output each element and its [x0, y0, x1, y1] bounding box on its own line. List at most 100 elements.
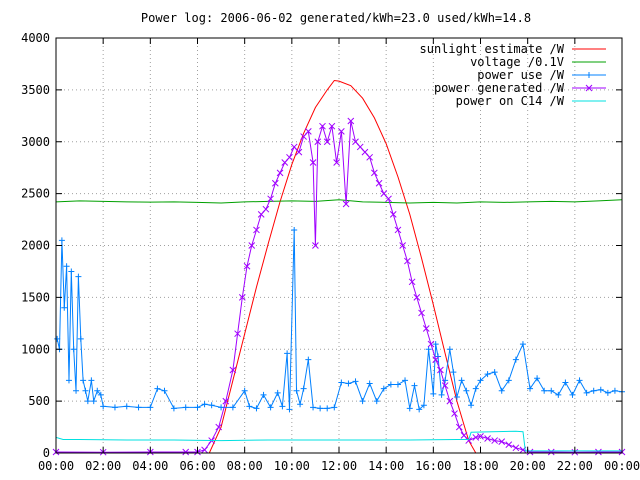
data-point [427, 340, 435, 348]
data-point [61, 304, 68, 311]
data-point [547, 448, 555, 456]
data-point [304, 128, 312, 135]
data-point [229, 404, 236, 411]
data-point [422, 325, 430, 332]
data-point [408, 278, 416, 286]
data-point [267, 195, 274, 203]
data-point [389, 211, 397, 218]
data-point [248, 242, 256, 249]
series-line-sunlight-estimate-w [208, 79, 477, 454]
legend-label: power on C14 /W [456, 94, 565, 108]
data-point [359, 398, 366, 405]
series-line-power-on-c14-w [55, 430, 622, 452]
data-point [58, 237, 65, 244]
data-point [276, 169, 284, 177]
legend-label: power generated /W [434, 81, 565, 95]
data-point [271, 179, 279, 187]
data-point [286, 406, 293, 413]
series-line-power-use-w [56, 229, 623, 411]
data-point [338, 128, 345, 135]
data-point [333, 159, 340, 166]
data-point [465, 437, 473, 444]
data-point [201, 446, 208, 454]
data-point [182, 448, 190, 456]
data-point [576, 377, 583, 384]
data-point [430, 390, 437, 397]
data-point [253, 405, 260, 412]
data-point [246, 403, 253, 410]
data-point [295, 148, 303, 156]
data-point [63, 263, 70, 270]
series-power-use-w [54, 226, 625, 413]
data-point [319, 122, 326, 130]
data-point [234, 330, 241, 338]
y-tick-label: 1000 [21, 342, 50, 356]
data-point [65, 377, 72, 384]
data-point [387, 381, 394, 388]
data-point [73, 387, 80, 394]
data-point [182, 404, 189, 411]
data-point [293, 387, 300, 394]
data-point [505, 377, 512, 384]
data-point [267, 404, 274, 411]
data-point [432, 341, 439, 348]
series-power-on-c14-w [55, 430, 622, 452]
x-tick-label: 02:00 [85, 459, 121, 473]
data-point [279, 403, 286, 410]
data-point [451, 410, 458, 417]
y-tick-label: 2000 [21, 239, 50, 253]
data-point [77, 335, 84, 342]
data-point [253, 226, 260, 234]
data-point [88, 377, 95, 384]
series-power-generated-w [52, 117, 626, 456]
x-tick-label: 08:00 [227, 459, 263, 473]
data-point [583, 389, 590, 396]
data-point [555, 391, 562, 398]
data-point [425, 346, 432, 353]
y-tick-label: 2500 [21, 187, 50, 201]
data-point [68, 268, 75, 275]
data-point [484, 435, 491, 442]
data-point [291, 226, 298, 233]
data-point [418, 309, 425, 317]
data-point [161, 387, 168, 394]
data-point [314, 138, 322, 146]
series-voltage-0-1v [55, 199, 623, 204]
x-tick-label: 12:00 [321, 459, 357, 473]
data-point [541, 387, 548, 394]
data-point [472, 385, 479, 392]
x-tick-label: 06:00 [179, 459, 215, 473]
data-point [453, 393, 460, 400]
y-tick-label: 1500 [21, 290, 50, 304]
data-point [366, 380, 373, 387]
data-point [468, 402, 475, 409]
data-point [324, 405, 331, 412]
data-point [154, 385, 161, 392]
data-point [100, 403, 107, 410]
data-point [597, 386, 604, 393]
y-tick-label: 3500 [21, 83, 50, 97]
data-point [262, 205, 270, 213]
data-point [455, 423, 463, 431]
x-tick-label: 00:00 [604, 459, 640, 473]
data-point [477, 433, 484, 440]
legend-marker [586, 72, 592, 78]
data-point [611, 387, 618, 394]
data-point [194, 404, 201, 411]
data-point [331, 404, 338, 411]
data-point [484, 371, 491, 378]
data-point [366, 153, 374, 161]
data-point [416, 406, 423, 413]
data-point [97, 391, 104, 398]
y-tick-label: 3000 [21, 135, 50, 149]
data-point [394, 381, 401, 388]
data-point [222, 397, 230, 405]
legend-marker [585, 84, 593, 92]
data-point [342, 200, 350, 208]
plot-border [55, 37, 623, 454]
data-point [380, 385, 387, 392]
data-point [534, 375, 541, 382]
data-point [111, 404, 118, 411]
x-tick-label: 16:00 [415, 459, 451, 473]
